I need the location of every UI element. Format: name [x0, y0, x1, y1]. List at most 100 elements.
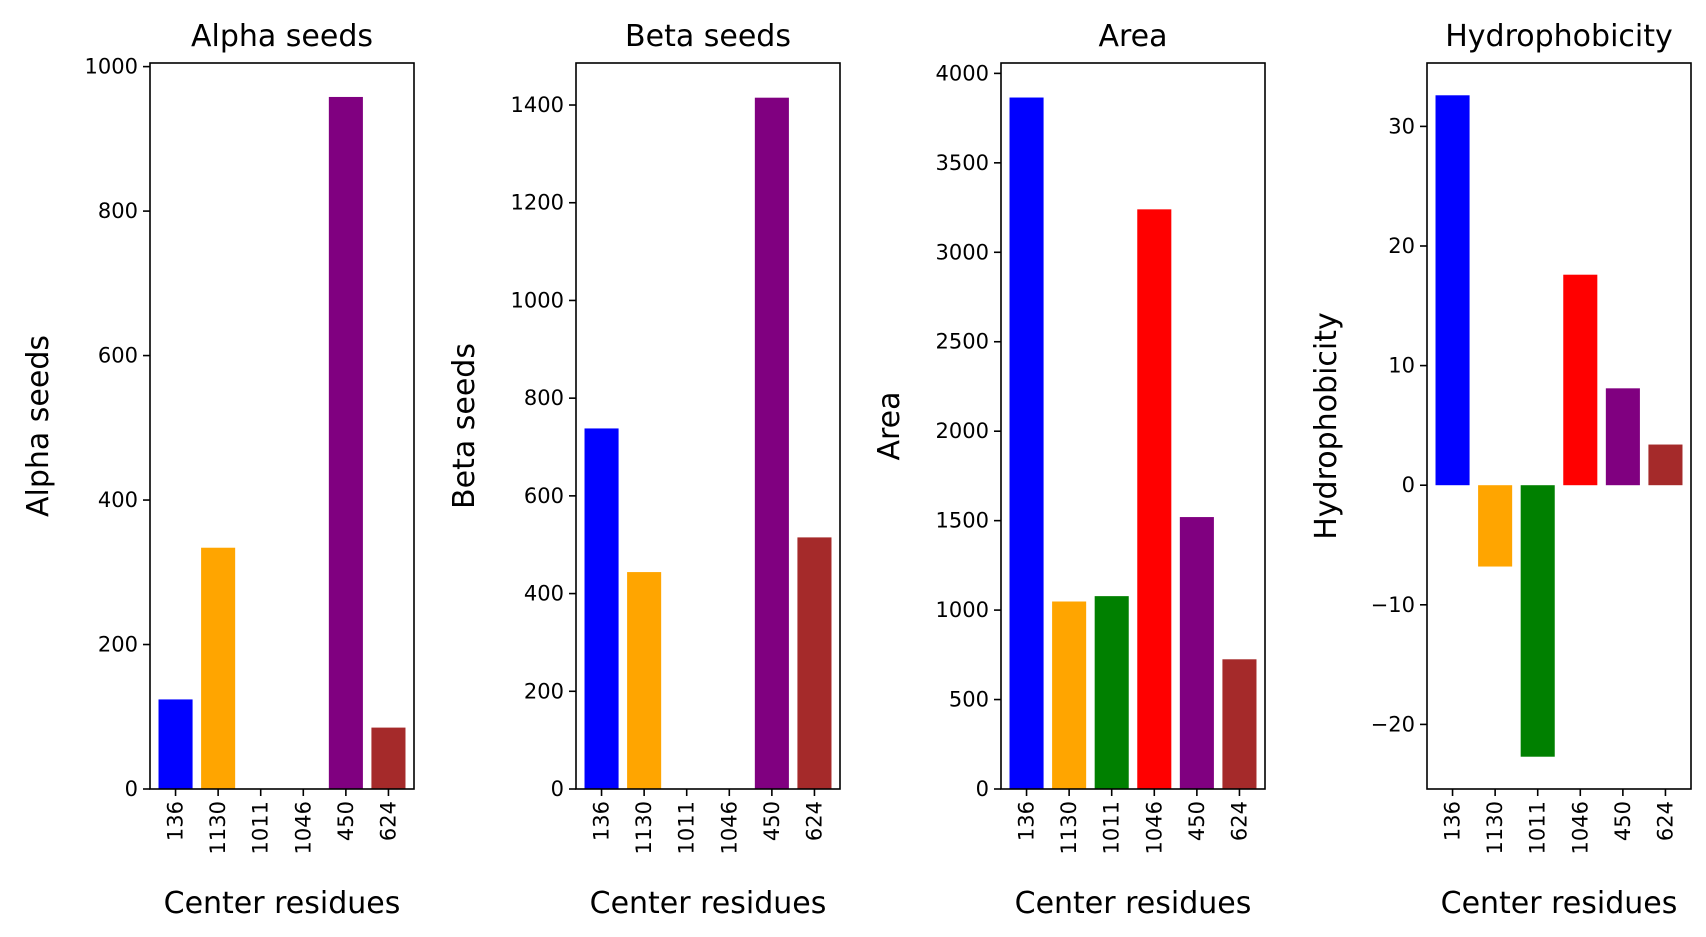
- y-ticks: 0 200 400 600 800 1000 1200 1400: [511, 93, 576, 801]
- y-tick-label: 800: [524, 386, 564, 410]
- x-tick-label: 136: [164, 801, 188, 841]
- y-tick-label: 0: [125, 777, 138, 801]
- y-tick-label: 200: [98, 633, 138, 657]
- chart-title: Beta seeds: [625, 19, 791, 54]
- plot-frame: [1000, 62, 1266, 790]
- x-tick-label: 1130: [1057, 801, 1081, 854]
- y-tick-label: −10: [1371, 593, 1415, 617]
- y-ticks: 0 200 400 600 800 1000: [85, 55, 150, 801]
- y-ticks: 0 500 1000 1500 2000 2500 3000 3500 4000: [936, 61, 1001, 801]
- y-tick-label: 30: [1388, 114, 1415, 138]
- y-tick-label: 800: [98, 199, 138, 223]
- bar-136: [584, 428, 619, 789]
- x-tick-label: 136: [1441, 801, 1465, 841]
- y-tick-label: 10: [1388, 354, 1415, 378]
- x-tick-label: 624: [1227, 801, 1251, 841]
- y-tick-label: 1000: [85, 55, 138, 79]
- x-tick-label: 450: [334, 801, 358, 841]
- y-tick-label: 500: [949, 688, 989, 712]
- y-tick-label: 1000: [511, 288, 564, 312]
- x-tick-label: 136: [590, 801, 614, 841]
- bars: [158, 96, 406, 789]
- x-tick-label: 450: [1185, 801, 1209, 841]
- y-axis-label: Hydrophobicity: [1309, 312, 1344, 540]
- y-tick-label: 4000: [936, 61, 989, 85]
- x-ticks: 136 1130 1011 1046 450 624: [1015, 789, 1251, 854]
- y-tick-label: 1400: [511, 93, 564, 117]
- x-axis-label: Center residues: [1441, 886, 1678, 921]
- x-tick-label: 136: [1015, 801, 1039, 841]
- x-ticks: 136 1130 1011 1046 450 624: [590, 789, 826, 854]
- x-tick-label: 1130: [206, 801, 230, 854]
- y-tick-label: 2500: [936, 330, 989, 354]
- x-tick-label: 1011: [1100, 801, 1124, 854]
- y-tick-label: 3000: [936, 240, 989, 264]
- y-axis-label: Beta seeds: [447, 343, 482, 509]
- bar-450: [754, 97, 789, 790]
- x-tick-label: 624: [802, 801, 826, 841]
- panel-beta-seeds: Beta seeds Beta seeds Center residues 0 2…: [447, 19, 841, 921]
- y-tick-label: 0: [1402, 473, 1415, 497]
- bar-1130: [201, 547, 236, 789]
- x-axis-label: Center residues: [590, 886, 827, 921]
- bar-1130: [1478, 485, 1513, 567]
- x-tick-label: 450: [1611, 801, 1635, 841]
- x-tick-label: 624: [376, 801, 400, 841]
- y-tick-label: 600: [524, 484, 564, 508]
- plot-frame: [1426, 62, 1692, 790]
- bar-624: [1648, 444, 1683, 486]
- x-tick-label: 1130: [632, 801, 656, 854]
- chart-title: Area: [1098, 19, 1167, 54]
- y-tick-label: 2000: [936, 419, 989, 443]
- bar-136: [1435, 95, 1470, 486]
- y-tick-label: 1000: [936, 598, 989, 622]
- panel-hydrophobicity: Hydrophobicity Hydrophobicity Center res…: [1309, 19, 1692, 921]
- y-tick-label: 400: [524, 582, 564, 606]
- bar-450: [1179, 517, 1214, 789]
- x-ticks: 136 1130 1011 1046 450 624: [1441, 789, 1677, 854]
- bar-136: [158, 699, 193, 789]
- y-axis-label: Alpha seeds: [21, 335, 56, 517]
- y-tick-label: 200: [524, 679, 564, 703]
- y-tick-label: 20: [1388, 234, 1415, 258]
- bar-1130: [1052, 601, 1087, 789]
- y-tick-label: 1500: [936, 509, 989, 533]
- bar-1011: [1520, 485, 1555, 757]
- x-tick-label: 1011: [249, 801, 273, 854]
- y-tick-label: 600: [98, 344, 138, 368]
- y-ticks: −20 −10 0 10 20 30: [1371, 114, 1427, 736]
- bar-624: [1222, 659, 1257, 789]
- x-ticks: 136 1130 1011 1046 450 624: [164, 789, 400, 854]
- bar-624: [371, 727, 406, 789]
- bar-624: [797, 537, 832, 789]
- plot-frame: [149, 62, 415, 790]
- x-tick-label: 1130: [1483, 801, 1507, 854]
- y-tick-label: 3500: [936, 151, 989, 175]
- bar-136: [1009, 97, 1044, 790]
- x-tick-label: 1046: [1568, 801, 1592, 854]
- x-tick-label: 1011: [675, 801, 699, 854]
- y-tick-label: 1200: [511, 191, 564, 215]
- x-axis-label: Center residues: [1015, 886, 1252, 921]
- chart-title: Hydrophobicity: [1445, 19, 1673, 54]
- y-axis-label: Area: [872, 391, 907, 460]
- y-tick-label: 0: [976, 777, 989, 801]
- x-tick-label: 1046: [291, 801, 315, 854]
- x-axis-label: Center residues: [164, 886, 401, 921]
- panel-alpha-seeds: Alpha seeds Alpha seeds Center residues …: [21, 19, 415, 921]
- y-tick-label: −20: [1371, 712, 1415, 736]
- y-tick-label: 400: [98, 488, 138, 512]
- bars: [1009, 97, 1257, 790]
- panel-area: Area Area Center residues 0 500 1000 1500 20…: [872, 19, 1266, 921]
- x-tick-label: 1011: [1526, 801, 1550, 854]
- plot-frame: [575, 62, 841, 790]
- bar-1011: [1094, 596, 1129, 789]
- bar-1130: [627, 572, 662, 789]
- x-tick-label: 624: [1653, 801, 1677, 841]
- x-tick-label: 1046: [717, 801, 741, 854]
- x-tick-label: 450: [760, 801, 784, 841]
- bar-1046: [1563, 274, 1598, 486]
- chart-title: Alpha seeds: [191, 19, 373, 54]
- bars: [1435, 95, 1683, 757]
